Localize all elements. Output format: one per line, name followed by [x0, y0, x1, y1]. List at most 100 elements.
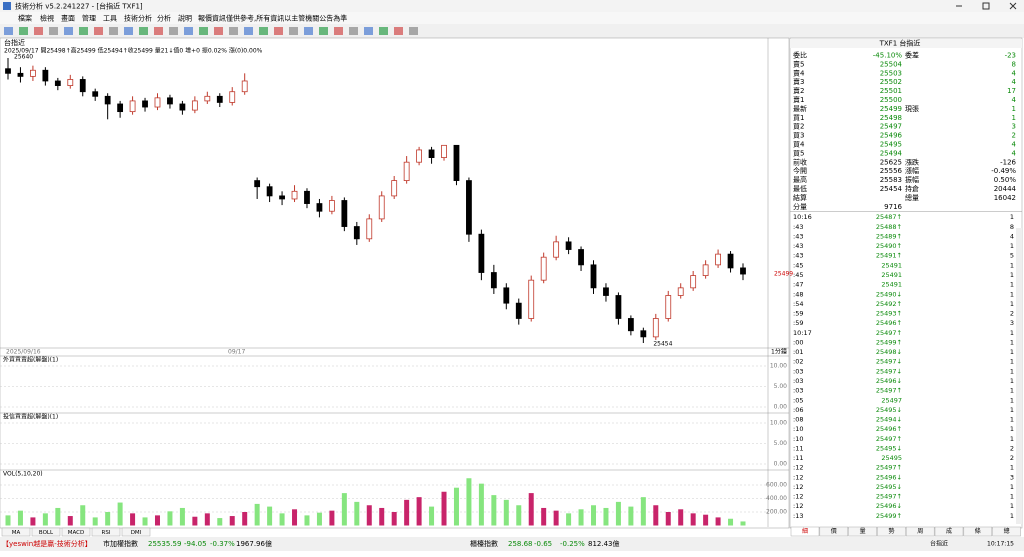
tool-button[interactable] [274, 27, 283, 35]
tool-button[interactable] [214, 27, 223, 35]
quote-cell: 委差 [905, 51, 919, 60]
tool-button[interactable] [319, 27, 328, 35]
quote-tab[interactable] [905, 526, 935, 537]
tool-button[interactable] [49, 27, 58, 35]
tool-button[interactable] [124, 27, 133, 35]
menu-item[interactable]: 檔案 [18, 14, 32, 23]
indicator-tab[interactable] [61, 527, 91, 537]
quote-tab-label[interactable]: 勢 [888, 527, 894, 535]
tool-button[interactable] [394, 27, 403, 35]
quote-tab[interactable] [877, 526, 906, 537]
tool-button[interactable] [334, 27, 343, 35]
menu-item[interactable]: 畫面 [61, 14, 75, 23]
candle-body [204, 95, 211, 102]
indicator-tab-label[interactable]: DMI [131, 530, 142, 536]
quote-tab[interactable] [934, 526, 964, 537]
tool-button[interactable] [229, 27, 238, 35]
tick-time: :10 [793, 435, 803, 443]
volume-bar [142, 517, 148, 526]
tool-button[interactable] [244, 27, 253, 35]
tool-button[interactable] [289, 27, 298, 35]
menu-item[interactable]: 檢視 [40, 14, 54, 23]
candle-body [279, 195, 285, 200]
volume-bar [690, 513, 696, 526]
tick-qty: 1 [1010, 483, 1014, 491]
quote-tab-label[interactable]: 量 [860, 528, 866, 535]
quote-tab-label[interactable]: 細 [802, 527, 808, 535]
tool-button[interactable] [109, 27, 118, 35]
close[interactable] [1009, 2, 1017, 10]
quote-tab-label[interactable]: 總 [1004, 527, 1010, 535]
tick-qty: 3 [1010, 319, 1014, 327]
volume-bar [179, 507, 185, 526]
tool-button[interactable] [199, 27, 208, 35]
tool-button[interactable] [64, 27, 73, 35]
quote-tab-label[interactable]: 條 [975, 527, 981, 535]
tick-price: 25497↑ [876, 387, 902, 395]
indicator-tab-label[interactable]: RSI [102, 530, 111, 536]
menu-item[interactable]: 報價資訊僅供參考,所有資訊以主管機關公告為準 [198, 14, 347, 23]
tick-qty: 1 [1010, 416, 1014, 424]
tool-button[interactable] [349, 27, 358, 35]
tool-button[interactable] [169, 27, 178, 35]
quote-tab[interactable] [848, 526, 877, 537]
tool-button[interactable] [154, 27, 163, 35]
status-item: -94.05 [184, 540, 207, 548]
tick-time: :59 [793, 319, 803, 327]
indicator-tab-label[interactable]: BOLL [39, 530, 54, 536]
tick-qty: 3 [1010, 473, 1014, 481]
quote-cell: 賣2 [793, 86, 804, 95]
tool-button[interactable] [94, 27, 103, 35]
indicator-tab-label[interactable]: MA [12, 530, 21, 536]
status-brand: 【yeswin越是贏-技術分析】 [2, 539, 92, 548]
indicator-tab[interactable] [121, 527, 151, 537]
tick-qty: 1 [1010, 213, 1014, 221]
volume-bar [192, 516, 198, 526]
tool-button[interactable] [79, 27, 88, 35]
quote-cell: 25499 [880, 105, 902, 113]
candle-body [67, 79, 74, 86]
scrollbar[interactable] [1016, 228, 1022, 524]
tool-button[interactable] [409, 27, 418, 35]
quote-tab-label[interactable]: 價 [831, 527, 837, 535]
menu-item[interactable]: 管理 [82, 14, 96, 23]
indicator-tab[interactable] [31, 527, 61, 537]
tick-price: 25495↓ [876, 444, 902, 452]
tool-button[interactable] [19, 27, 28, 35]
quote-tab-label[interactable]: 周 [917, 528, 923, 535]
menu-item[interactable]: 分析 [157, 14, 171, 23]
tick-qty: 1 [1010, 338, 1014, 346]
tool-button[interactable] [364, 27, 373, 35]
tool-button[interactable] [139, 27, 148, 35]
menu-item[interactable]: 說明 [178, 14, 192, 23]
quote-tab[interactable] [963, 526, 993, 537]
quote-tab[interactable] [819, 526, 849, 537]
tool-button[interactable] [4, 27, 13, 35]
y-tick-label: 200.00 [766, 509, 787, 516]
indicator-tab[interactable] [91, 527, 121, 537]
menu-item[interactable]: 工具 [103, 15, 117, 23]
maximize[interactable] [982, 2, 990, 10]
date-label: 09/17 [228, 349, 245, 356]
quote-tab[interactable] [790, 526, 820, 537]
tool-button[interactable] [304, 27, 313, 35]
tool-button[interactable] [379, 27, 388, 35]
indicator-tab[interactable] [1, 527, 31, 537]
tool-button[interactable] [259, 27, 268, 35]
tick-qty: 5 [1010, 252, 1014, 260]
tick-qty: 1 [1010, 502, 1014, 510]
candle-body [291, 190, 298, 200]
candle-body [615, 295, 622, 319]
tick-price: 25497↑ [876, 493, 902, 501]
tick-price: 25496↓ [876, 502, 902, 510]
menu-item[interactable]: 技術分析 [124, 14, 152, 23]
candle-body [17, 72, 24, 77]
tool-button[interactable] [184, 27, 193, 35]
volume-bar [453, 487, 459, 526]
quote-tab-label[interactable]: 成 [946, 527, 952, 535]
tool-button[interactable] [34, 27, 43, 35]
volume-bar [5, 515, 11, 526]
tick-price: 25497↑ [876, 329, 902, 337]
quote-tab[interactable] [992, 526, 1021, 537]
indicator-tab-label[interactable]: MACD [68, 530, 85, 536]
